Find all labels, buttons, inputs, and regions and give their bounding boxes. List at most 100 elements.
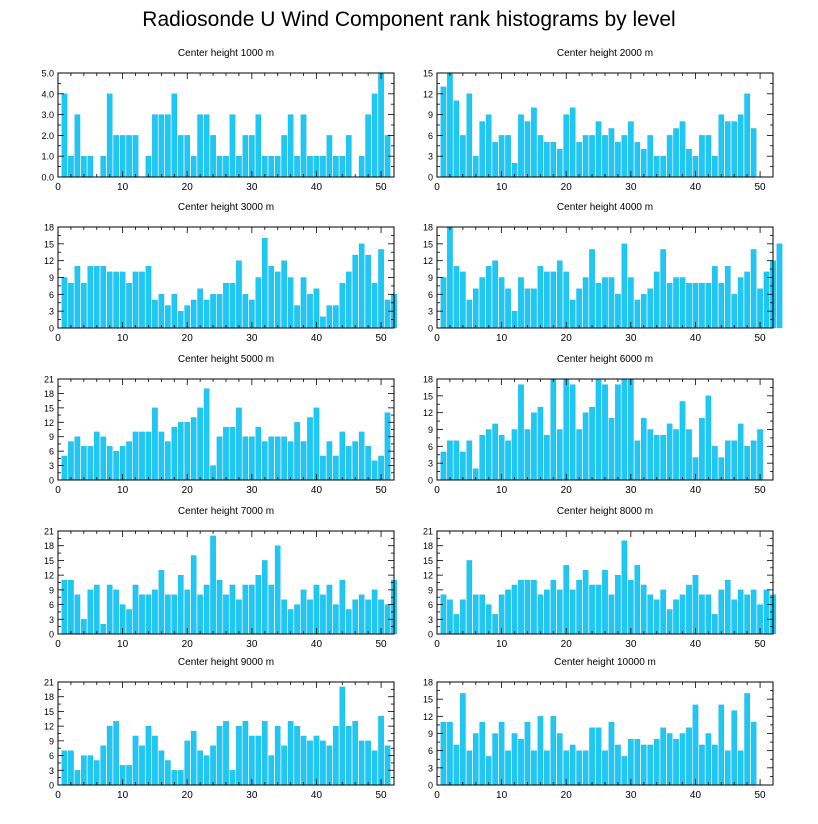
bar xyxy=(81,282,87,329)
bar xyxy=(447,72,453,178)
bar xyxy=(100,624,107,635)
y-tick-label: 18 xyxy=(423,678,433,688)
bar xyxy=(184,589,191,635)
bar xyxy=(313,584,320,635)
bar xyxy=(132,135,139,178)
bar xyxy=(550,579,557,635)
bar xyxy=(498,135,505,178)
bar xyxy=(216,436,223,481)
bar xyxy=(750,128,757,178)
bar xyxy=(750,589,757,635)
bar xyxy=(705,135,712,178)
y-tick-label: 12 xyxy=(44,722,54,732)
bar xyxy=(737,114,744,178)
bar xyxy=(660,727,666,786)
y-tick-label: 4.0 xyxy=(41,89,54,99)
bar xyxy=(74,114,81,178)
bar xyxy=(544,434,550,481)
bar xyxy=(223,156,229,178)
bar xyxy=(126,765,132,786)
bar xyxy=(692,282,699,329)
panel-6: Center height 6000 m 0 10 20 30 40 50 0 3 6 9 12 15 1… xyxy=(423,354,774,496)
x-tick-label: 30 xyxy=(625,333,637,344)
y-tick-label: 2.0 xyxy=(41,131,54,141)
bar xyxy=(249,584,255,635)
x-tick-label: 0 xyxy=(55,485,61,496)
bar xyxy=(699,418,705,481)
bar xyxy=(100,156,107,178)
bar xyxy=(358,740,365,786)
bar xyxy=(440,594,447,635)
x-tick-label: 10 xyxy=(496,333,508,344)
bar xyxy=(718,704,725,786)
bar xyxy=(602,277,608,329)
bar xyxy=(647,288,654,329)
bar xyxy=(699,744,705,786)
bar xyxy=(608,418,615,481)
bar xyxy=(165,594,171,635)
bar xyxy=(190,156,197,178)
bar xyxy=(757,429,763,481)
y-tick-label: 12 xyxy=(44,571,54,581)
bar xyxy=(100,436,107,481)
bar xyxy=(61,455,68,481)
y-tick-label: 3 xyxy=(49,615,54,625)
bar xyxy=(737,589,744,635)
bar xyxy=(653,434,660,481)
bar xyxy=(261,560,268,635)
bar xyxy=(320,594,326,635)
bar xyxy=(531,288,537,329)
bar xyxy=(731,294,738,329)
bar xyxy=(589,249,595,329)
bar xyxy=(589,406,595,481)
panel-5: Center height 5000 m 0 10 20 30 40 50 0 3 6 9 12 15 1… xyxy=(44,354,395,496)
bar xyxy=(563,378,570,481)
bar xyxy=(145,725,152,786)
bar xyxy=(345,725,352,786)
bar xyxy=(281,135,287,178)
bar xyxy=(184,135,191,178)
bar xyxy=(563,565,570,635)
x-tick-label: 50 xyxy=(755,790,767,801)
bar xyxy=(378,72,384,178)
bar xyxy=(365,740,371,786)
y-tick-label: 15 xyxy=(44,239,54,249)
bar xyxy=(152,407,158,481)
bar xyxy=(731,440,738,481)
bar xyxy=(158,294,165,329)
y-tick-label: 6 xyxy=(49,600,54,610)
bar xyxy=(647,135,654,178)
bar xyxy=(106,446,113,481)
bar xyxy=(640,584,647,635)
bar xyxy=(485,604,492,635)
bar xyxy=(537,266,544,329)
bar xyxy=(113,589,119,635)
bar xyxy=(595,727,602,786)
bar xyxy=(653,271,660,329)
bar xyxy=(307,740,313,786)
bar xyxy=(236,407,242,481)
bar xyxy=(294,604,300,635)
bar xyxy=(686,282,692,329)
y-tick-label: 9 xyxy=(428,729,433,739)
bar xyxy=(750,721,757,786)
bar xyxy=(640,418,647,481)
x-tick-label: 50 xyxy=(755,182,767,193)
bar xyxy=(511,733,518,786)
bar xyxy=(358,431,365,481)
bar xyxy=(294,305,300,329)
x-tick-label: 10 xyxy=(117,639,129,650)
bar xyxy=(556,429,563,481)
bar xyxy=(320,316,326,329)
y-tick-label: 6 xyxy=(428,442,433,452)
bar xyxy=(171,594,178,635)
y-tick-label: 12 xyxy=(423,712,433,722)
bar xyxy=(210,535,216,635)
bar xyxy=(505,589,511,635)
bar xyxy=(505,288,511,329)
bar xyxy=(479,434,486,481)
bar xyxy=(731,710,738,786)
bar xyxy=(158,750,165,786)
bar xyxy=(68,156,74,178)
bar xyxy=(498,277,505,329)
